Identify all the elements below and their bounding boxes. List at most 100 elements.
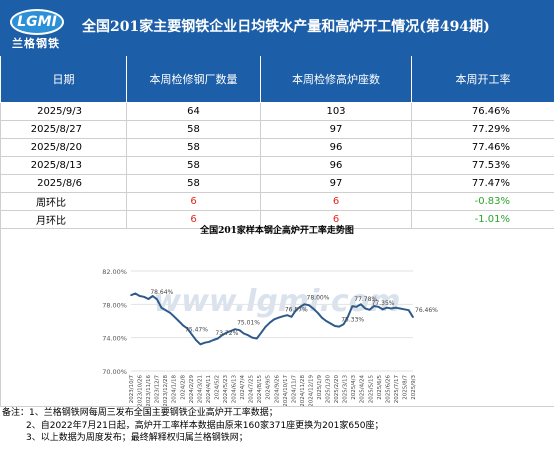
data-point: [199, 343, 202, 346]
data-point: [325, 320, 328, 322]
cell-rate: 76.46%: [411, 102, 554, 121]
data-point: [156, 298, 158, 301]
data-point: [373, 305, 375, 307]
x-tick-label: 2025/4/24: [360, 375, 366, 404]
data-point: [386, 306, 388, 309]
x-tick-label: 2025/4/3: [351, 375, 357, 400]
x-tick-label: 2023/11/16: [146, 375, 152, 406]
x-tick-label: 2023/12/7: [155, 375, 161, 404]
x-tick-label: 2025/6/5: [377, 375, 383, 400]
cell-mills: 64: [126, 102, 261, 121]
x-tick-label: 2025/1/9: [317, 375, 323, 400]
data-point: [316, 311, 319, 314]
data-label: 77.78%: [354, 296, 377, 303]
data-point: [368, 308, 371, 311]
data-point: [347, 316, 349, 318]
cell-mills: 58: [126, 138, 261, 157]
data-point: [177, 320, 180, 322]
data-point: [164, 309, 167, 311]
lgmi-logo: LGMI 兰格钢铁: [8, 7, 66, 50]
cell-furnaces: 103: [260, 102, 412, 121]
cell-rate-change: -0.83%: [411, 192, 554, 211]
cell-furnaces-change: 6: [260, 210, 412, 229]
x-tick-label: 2024/9/5: [266, 375, 272, 400]
data-point: [295, 309, 297, 311]
data-label: 77.35%: [372, 300, 395, 307]
data-point: [269, 321, 271, 324]
data-label: 78.00%: [307, 294, 330, 301]
chart-title: 全国201家样本钢企高炉开工率走势图: [199, 224, 354, 236]
data-point: [186, 327, 189, 330]
x-tick-label: 2024/10/17: [283, 375, 289, 406]
data-point: [138, 295, 141, 297]
data-point: [190, 333, 193, 336]
x-tick-label: 2024/12/19: [308, 375, 314, 406]
data-point: [334, 325, 336, 327]
x-tick-label: 2024/7/4: [240, 375, 246, 400]
x-tick-label: 2024/11/28: [300, 375, 306, 406]
data-label: 76.57%: [285, 306, 308, 313]
data-point: [394, 306, 397, 309]
data-point: [169, 311, 171, 314]
cell-furnaces: 97: [260, 174, 412, 193]
x-tick-label: 2023/10/26: [138, 375, 144, 406]
chart-panel: 全国201家样本钢企高炉开工率走势图 www.lgmi.com 82.00% 78.0…: [0, 219, 554, 407]
data-point: [412, 316, 414, 318]
cell-label: 周环比: [0, 192, 127, 211]
cell-furnaces: 97: [260, 120, 412, 139]
x-tick-label: 2024/4/11: [206, 375, 212, 403]
data-point: [251, 336, 254, 339]
blast-furnace-table: 日期 本周检修钢厂数量 本周检修高炉座数 本周开工率 2025/9/3 64 1…: [0, 56, 554, 229]
data-point: [208, 341, 210, 343]
x-tick-label: 2025/7/17: [394, 375, 400, 404]
data-point: [130, 294, 132, 296]
cell-rate: 77.46%: [411, 138, 554, 157]
data-point: [290, 316, 293, 318]
cell-label: 月环比: [0, 210, 127, 229]
data-point: [203, 341, 206, 344]
data-point: [381, 308, 384, 311]
column-header-date: 日期: [0, 56, 127, 103]
data-point: [351, 305, 354, 307]
data-point: [195, 339, 197, 341]
cell-rate: 77.29%: [411, 120, 554, 139]
data-point: [134, 292, 137, 295]
data-label: 75.47%: [185, 326, 208, 333]
data-point: [221, 334, 223, 336]
cell-mills: 58: [126, 120, 261, 139]
data-point: [264, 326, 267, 328]
data-point: [243, 332, 245, 335]
x-tick-label: 2023/10/7: [129, 375, 135, 404]
data-point: [147, 298, 150, 300]
x-tick-label: 2024/7/25: [249, 375, 255, 404]
data-point: [247, 334, 249, 336]
page-title: 全国201家主要钢铁企业日均铁水产量和高炉开工情况(第494期): [82, 19, 490, 35]
data-point: [216, 337, 219, 340]
data-point: [303, 303, 306, 306]
data-point: [277, 316, 280, 319]
data-point: [238, 329, 241, 331]
table-row: 2025/8/27 58 97 77.29%: [0, 120, 554, 139]
line-chart: 全国201家样本钢企高炉开工率走势图 www.lgmi.com 82.00% 78.0…: [102, 224, 438, 406]
x-tick-label: 2024/8/15: [257, 375, 263, 404]
cell-date: 2025/8/6: [0, 174, 127, 193]
data-point: [260, 331, 262, 334]
y-tick-label: 82.00%: [102, 268, 127, 276]
cell-mills: 58: [126, 156, 261, 175]
data-point: [182, 324, 184, 327]
x-tick-label: 2025/5/15: [368, 375, 374, 404]
y-tick-label: 74.00%: [102, 335, 127, 343]
data-point: [234, 328, 236, 331]
data-point: [308, 304, 310, 306]
cell-rate-change: -1.01%: [411, 210, 554, 229]
cell-mills-change: 6: [126, 192, 261, 211]
data-point: [364, 307, 367, 310]
x-tick-label: 2024/3/21: [197, 375, 203, 403]
data-point: [282, 315, 284, 318]
data-point: [338, 325, 341, 328]
data-point: [377, 306, 380, 308]
cell-date: 2025/8/20: [0, 138, 127, 157]
data-label: 75.01%: [237, 319, 260, 326]
cell-date: 2025/8/13: [0, 156, 127, 175]
footnote-3: 3、以上数据为周度发布；最终解释权归属兰格钢铁网；: [26, 433, 248, 443]
